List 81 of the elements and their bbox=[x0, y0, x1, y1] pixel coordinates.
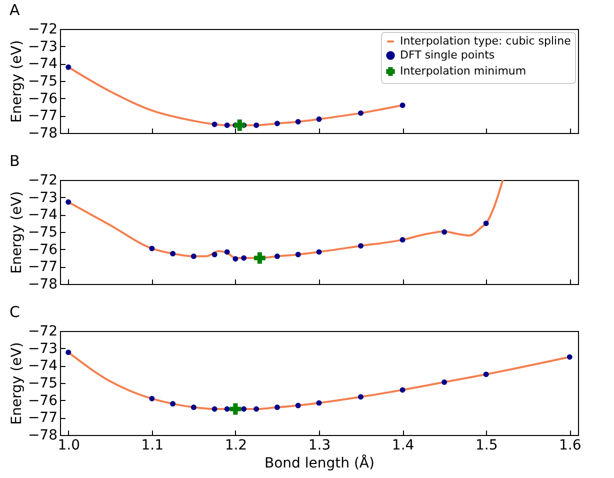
x-tick-label: 1.2 bbox=[224, 438, 248, 454]
x-tick-label: 1.6 bbox=[559, 438, 582, 454]
point bbox=[241, 255, 247, 261]
point bbox=[212, 252, 218, 258]
y-tick-label: −74 bbox=[28, 207, 58, 224]
point bbox=[66, 350, 72, 356]
point bbox=[66, 64, 72, 70]
point bbox=[295, 119, 301, 124]
point bbox=[254, 252, 266, 264]
y-tick-label: −75 bbox=[28, 74, 58, 90]
point bbox=[483, 220, 489, 226]
y-axis-title: Energy (eV) bbox=[8, 191, 25, 274]
point bbox=[358, 394, 364, 400]
y-tick-label: −73 bbox=[28, 190, 58, 206]
y-tick-label: −72 bbox=[28, 22, 58, 38]
point bbox=[224, 122, 230, 128]
point bbox=[232, 256, 238, 262]
point bbox=[274, 404, 280, 410]
point bbox=[442, 229, 448, 235]
y-tick-label: −76 bbox=[28, 242, 58, 258]
x-tick-label: 1.4 bbox=[392, 438, 414, 454]
y-tick-label: −75 bbox=[28, 224, 58, 240]
x-tick-label: 1.5 bbox=[475, 438, 498, 454]
y-axis-title: Energy (eV) bbox=[8, 40, 25, 123]
chart-title: C bbox=[9, 303, 20, 321]
y-tick-label: −77 bbox=[28, 410, 58, 426]
y-tick-label: −74 bbox=[28, 56, 58, 72]
point bbox=[295, 252, 301, 258]
x-tick-label: 1.0 bbox=[58, 438, 80, 454]
legend-label: DFT single points bbox=[400, 48, 495, 62]
point bbox=[400, 387, 406, 393]
point bbox=[316, 400, 322, 406]
point bbox=[212, 406, 218, 412]
y-tick-label: −73 bbox=[28, 38, 58, 55]
x-tick-label: 1.3 bbox=[308, 438, 331, 454]
y-tick-label: −72 bbox=[28, 324, 58, 340]
point bbox=[190, 254, 196, 259]
y-tick-label: −75 bbox=[28, 376, 58, 392]
point bbox=[358, 243, 364, 249]
y-tick-label: −73 bbox=[28, 340, 58, 357]
point bbox=[316, 116, 322, 122]
chart-title: B bbox=[9, 152, 20, 170]
point bbox=[66, 199, 72, 205]
point bbox=[149, 246, 155, 252]
point bbox=[241, 406, 247, 412]
y-tick-label: −78 bbox=[28, 126, 58, 142]
point bbox=[274, 120, 280, 126]
point bbox=[400, 237, 406, 243]
point bbox=[149, 396, 155, 402]
point bbox=[234, 120, 246, 131]
point bbox=[190, 404, 196, 410]
point bbox=[170, 401, 176, 407]
y-tick-label: −78 bbox=[28, 428, 58, 444]
point bbox=[254, 122, 260, 128]
y-tick-label: −76 bbox=[28, 392, 58, 409]
x-axis-title: Bond length (Å) bbox=[264, 454, 374, 472]
y-tick-label: −74 bbox=[28, 358, 58, 374]
y-tick-label: −72 bbox=[28, 172, 58, 188]
y-tick-label: −77 bbox=[28, 108, 58, 124]
point bbox=[483, 372, 489, 378]
point bbox=[316, 249, 322, 255]
y-tick-label: −77 bbox=[28, 259, 58, 276]
point bbox=[254, 406, 260, 412]
point bbox=[224, 249, 230, 255]
chart-title: A bbox=[9, 1, 20, 19]
point bbox=[224, 406, 230, 412]
point bbox=[170, 250, 176, 256]
point bbox=[212, 122, 218, 128]
y-axis-title: Energy (eV) bbox=[8, 342, 25, 425]
point bbox=[295, 402, 301, 408]
point bbox=[566, 354, 572, 360]
legend-label: Interpolation minimum bbox=[400, 64, 526, 78]
y-tick-label: −78 bbox=[28, 276, 58, 292]
point bbox=[274, 254, 280, 259]
point bbox=[442, 379, 448, 385]
point bbox=[358, 110, 364, 116]
y-tick-label: −76 bbox=[28, 90, 58, 107]
point bbox=[230, 403, 242, 415]
point bbox=[400, 102, 406, 108]
legend-label: Interpolation type: cubic spline bbox=[400, 34, 572, 48]
x-tick-label: 1.1 bbox=[141, 438, 164, 454]
